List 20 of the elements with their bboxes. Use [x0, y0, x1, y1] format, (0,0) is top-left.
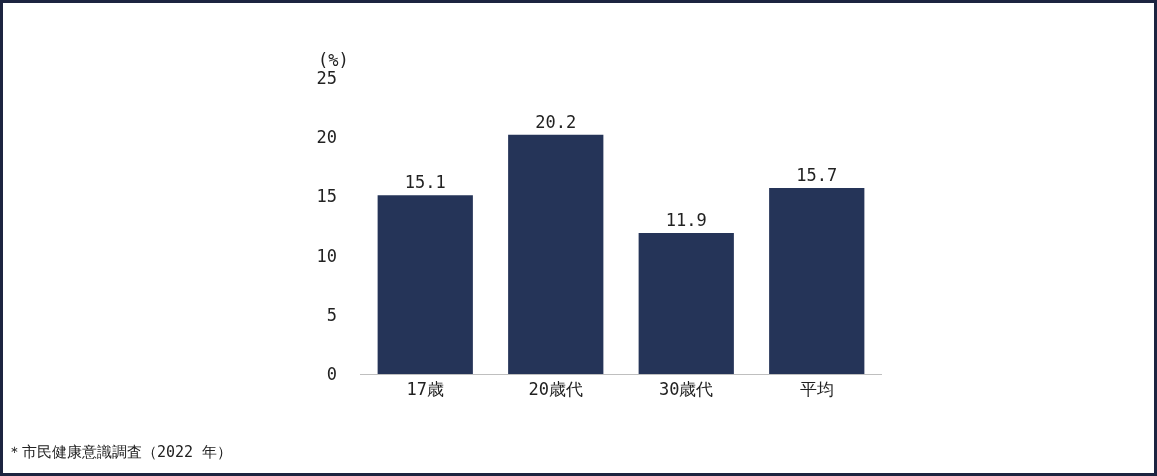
- x-tick-label: 17歳: [406, 379, 444, 400]
- data-label: 20.2: [535, 111, 577, 132]
- data-label: 15.7: [796, 165, 838, 186]
- y-tick-label: 5: [326, 304, 337, 325]
- bar: [508, 134, 604, 374]
- y-tick-label: 0: [326, 363, 337, 384]
- y-tick-label: 25: [316, 67, 337, 88]
- bar: [638, 233, 734, 374]
- data-label: 15.1: [404, 172, 446, 193]
- x-tick-label: 平均: [799, 379, 834, 400]
- y-tick-label: 15: [316, 186, 337, 207]
- y-axis-title: (%): [318, 50, 349, 70]
- bar: [377, 195, 473, 374]
- y-tick-label: 20: [316, 127, 337, 148]
- x-tick-label: 20歳代: [528, 379, 583, 400]
- y-tick-label: 10: [316, 245, 337, 266]
- x-tick-label: 30歳代: [659, 379, 714, 400]
- text: ＊市民健康意識調査（2022 年）: [7, 443, 233, 461]
- data-label: 11.9: [665, 210, 707, 231]
- bar: [769, 188, 865, 374]
